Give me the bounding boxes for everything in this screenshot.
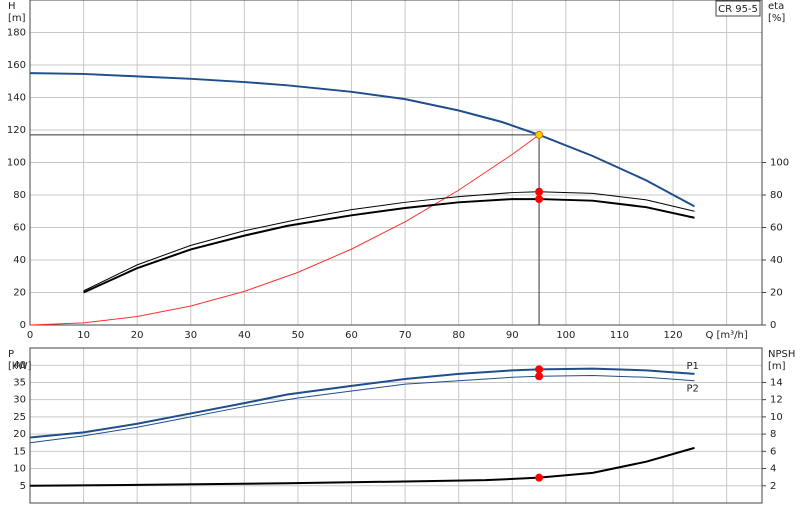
x-tick-label: 0 — [27, 330, 33, 341]
duty-point — [535, 372, 544, 381]
y-tick-label: 120 — [7, 125, 26, 136]
y2-tick-label: 8 — [770, 429, 776, 440]
plot-frame — [29, 347, 763, 504]
y-tick-label: 180 — [7, 28, 26, 39]
y-tick-label: 20 — [13, 429, 26, 440]
y-tick-label: 5 — [20, 481, 26, 492]
x-tick-label: 30 — [184, 330, 197, 341]
curve — [29, 446, 695, 487]
legend-label: P1 — [686, 361, 698, 372]
y2-axis-label: eta — [768, 1, 784, 12]
y2-tick-label: 100 — [770, 158, 789, 169]
x-tick-label: 40 — [238, 330, 251, 341]
y-tick-label: 0 — [20, 320, 26, 331]
y-tick-label: 25 — [13, 412, 26, 423]
y2-axis-unit: [%] — [768, 13, 785, 24]
y2-tick-label: 2 — [770, 481, 776, 492]
x-tick-label: 20 — [131, 330, 144, 341]
y-axis-label: P — [8, 349, 14, 360]
y-tick-label: 60 — [13, 223, 26, 234]
y-axis-label: H — [8, 1, 16, 12]
curve — [83, 191, 695, 292]
curve — [29, 375, 695, 444]
y-tick-label: 20 — [13, 288, 26, 299]
y2-tick-label: 60 — [770, 223, 783, 234]
y-axis-unit: [kW] — [8, 361, 32, 372]
y-tick-label: 30 — [13, 395, 26, 406]
curve — [83, 198, 695, 294]
duty-point — [535, 365, 544, 374]
y-tick-label: 160 — [7, 60, 26, 71]
duty-point — [535, 473, 544, 482]
y-tick-label: 35 — [13, 377, 26, 388]
duty-point — [535, 187, 544, 196]
y2-tick-label: 12 — [770, 395, 783, 406]
y-tick-label: 40 — [13, 255, 26, 266]
y-tick-label: 15 — [13, 446, 26, 457]
plot-frame — [29, 0, 763, 326]
y2-tick-label: 80 — [770, 190, 783, 201]
duty-point — [535, 195, 544, 204]
x-tick-label: Q [m³/h] — [705, 330, 747, 341]
y-tick-label: 10 — [13, 464, 26, 475]
y2-tick-label: 0 — [770, 320, 776, 331]
x-tick-label: 70 — [399, 330, 412, 341]
chart-title: CR 95-5 — [718, 4, 758, 15]
title-box — [715, 0, 761, 17]
duty-point — [535, 130, 544, 139]
curve — [29, 134, 540, 326]
x-tick-label: 50 — [292, 330, 305, 341]
y2-tick-label: 10 — [770, 412, 783, 423]
y2-tick-label: 14 — [770, 377, 783, 388]
y-tick-label: 140 — [7, 93, 26, 104]
y2-axis-label: NPSH — [768, 349, 795, 360]
x-tick-label: 100 — [556, 330, 575, 341]
y2-axis-unit: [m] — [768, 361, 786, 372]
legend-label: P2 — [686, 384, 698, 395]
x-tick-label: 90 — [506, 330, 519, 341]
curve — [29, 367, 695, 439]
y2-tick-label: 20 — [770, 288, 783, 299]
y2-tick-label: 4 — [770, 464, 776, 475]
y-tick-label: 40 — [13, 360, 26, 371]
curve — [29, 72, 695, 208]
x-tick-label: 120 — [663, 330, 682, 341]
y2-tick-label: 6 — [770, 446, 776, 457]
x-tick-label: 80 — [452, 330, 465, 341]
x-tick-label: 60 — [345, 330, 358, 341]
y-tick-label: 100 — [7, 158, 26, 169]
y-axis-unit: [m] — [8, 13, 26, 24]
y-tick-label: 80 — [13, 190, 26, 201]
x-tick-label: 110 — [610, 330, 629, 341]
y2-tick-label: 40 — [770, 255, 783, 266]
x-tick-label: 10 — [77, 330, 90, 341]
